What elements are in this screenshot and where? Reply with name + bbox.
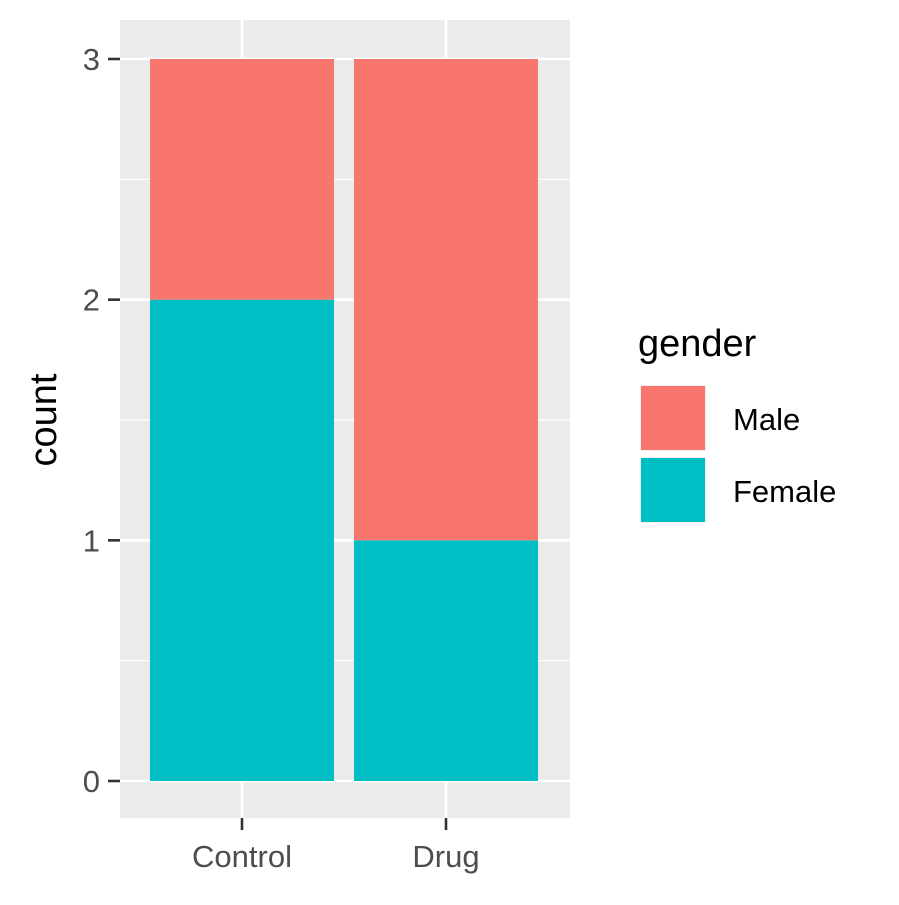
- x-axis: Control Drug: [192, 818, 480, 874]
- y-tick-label: 1: [83, 523, 100, 558]
- legend: gender Male Female: [638, 323, 836, 523]
- y-axis: 0 1 2 3: [83, 42, 120, 799]
- bar-female-control: [150, 299, 334, 781]
- y-tick-label: 2: [83, 283, 100, 318]
- legend-title: gender: [638, 323, 757, 365]
- bar-male-control: [150, 59, 334, 300]
- legend-label-male: Male: [733, 402, 800, 437]
- bar-male-drug: [354, 59, 538, 541]
- y-axis-label: count: [23, 373, 65, 466]
- y-tick-label: 3: [83, 42, 100, 77]
- legend-key-female: [641, 458, 705, 522]
- x-tick-label: Drug: [412, 839, 479, 874]
- legend-key-male: [641, 386, 705, 450]
- bar-group: [150, 59, 538, 781]
- legend-label-female: Female: [733, 474, 836, 509]
- x-tick-label: Control: [192, 839, 292, 874]
- y-tick-label: 0: [83, 764, 100, 799]
- bar-female-drug: [354, 540, 538, 781]
